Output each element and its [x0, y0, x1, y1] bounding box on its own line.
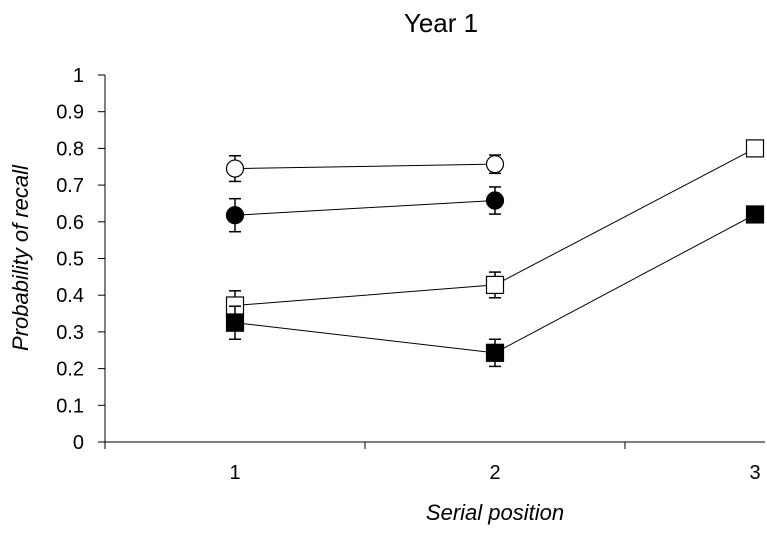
series-layer: [225, 139, 765, 368]
y-tick-label: 0.8: [56, 138, 84, 160]
x-tick-label: 1: [229, 462, 240, 484]
series-3: [225, 139, 765, 321]
y-tick-label: 0.6: [56, 212, 84, 234]
series-line: [234, 163, 496, 170]
data-point: [225, 313, 245, 332]
y-tick-label: 0.7: [56, 175, 84, 197]
y-tick-label: 0.4: [56, 285, 84, 307]
x-axis-ticks: 1 2 3: [104, 442, 761, 484]
data-point: [485, 343, 505, 362]
data-point: [225, 159, 245, 178]
x-tick-label: 3: [749, 462, 760, 484]
data-point: [485, 191, 505, 210]
series-2: [225, 186, 505, 233]
chart-title: Year 1: [404, 8, 478, 38]
y-tick-label: 0.5: [56, 249, 84, 271]
data-point: [225, 206, 245, 225]
series-1: [225, 154, 505, 183]
y-tick-label: 0.2: [56, 359, 84, 381]
data-point: [745, 205, 765, 224]
y-tick-label: 0.9: [56, 102, 84, 124]
data-point: [745, 139, 765, 158]
y-axis-label: Probability of recall: [8, 164, 33, 351]
y-tick-label: 0: [73, 432, 84, 454]
series-4: [225, 205, 765, 368]
series-line: [234, 200, 496, 216]
data-point: [485, 275, 505, 295]
y-axis-ticks: 0 0.1 0.2 0.3 0.4 0.5 0.6 0.7 0.8 0.9 1: [56, 65, 105, 454]
y-tick-label: 0.1: [56, 395, 84, 417]
x-axis-label: Serial position: [426, 500, 564, 525]
data-point: [485, 155, 505, 174]
y-tick-label: 0.3: [56, 322, 84, 344]
y-tick-label: 1: [73, 65, 84, 87]
x-tick-label: 2: [489, 462, 500, 484]
